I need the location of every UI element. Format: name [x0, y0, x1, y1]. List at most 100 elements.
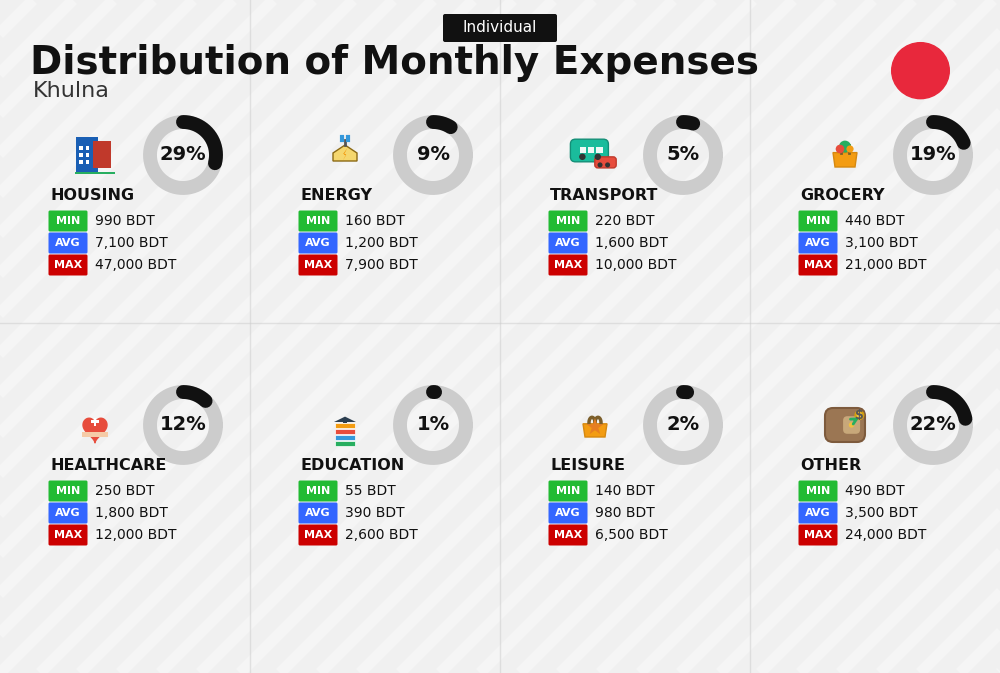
Circle shape	[849, 422, 854, 428]
Text: GROCERY: GROCERY	[800, 188, 885, 203]
Polygon shape	[83, 418, 107, 443]
FancyBboxPatch shape	[298, 503, 338, 524]
Polygon shape	[333, 145, 357, 161]
Text: 1,200 BDT: 1,200 BDT	[345, 236, 418, 250]
FancyBboxPatch shape	[798, 481, 838, 501]
Bar	[86, 153, 89, 157]
Bar	[343, 422, 347, 423]
Bar	[596, 147, 603, 153]
Bar	[82, 432, 108, 437]
Text: 250 BDT: 250 BDT	[95, 484, 154, 498]
Text: 3,500 BDT: 3,500 BDT	[845, 506, 918, 520]
Polygon shape	[833, 153, 857, 167]
FancyBboxPatch shape	[548, 254, 588, 275]
Text: 9%: 9%	[416, 145, 450, 164]
FancyBboxPatch shape	[548, 232, 588, 254]
Text: 6,500 BDT: 6,500 BDT	[595, 528, 668, 542]
Bar	[580, 147, 586, 153]
Text: 1,800 BDT: 1,800 BDT	[95, 506, 168, 520]
Text: ENERGY: ENERGY	[300, 188, 372, 203]
Text: 1,600 BDT: 1,600 BDT	[595, 236, 668, 250]
Circle shape	[892, 42, 949, 99]
Polygon shape	[343, 148, 347, 161]
Text: MAX: MAX	[554, 260, 582, 270]
Text: 2%: 2%	[666, 415, 700, 435]
FancyBboxPatch shape	[798, 211, 838, 232]
Circle shape	[579, 153, 586, 160]
Circle shape	[595, 153, 601, 160]
Text: 160 BDT: 160 BDT	[345, 214, 405, 228]
Text: AVG: AVG	[555, 508, 581, 518]
Text: 990 BDT: 990 BDT	[95, 214, 155, 228]
Text: TRANSPORT: TRANSPORT	[550, 188, 658, 203]
Text: MAX: MAX	[54, 530, 82, 540]
Text: EDUCATION: EDUCATION	[300, 458, 404, 472]
Text: 7,900 BDT: 7,900 BDT	[345, 258, 418, 272]
Circle shape	[839, 141, 851, 153]
FancyBboxPatch shape	[48, 481, 88, 501]
Text: 19%: 19%	[910, 145, 956, 164]
FancyBboxPatch shape	[548, 211, 588, 232]
Bar	[79, 153, 83, 157]
Text: 12%: 12%	[160, 415, 206, 435]
FancyBboxPatch shape	[548, 524, 588, 546]
Circle shape	[605, 162, 610, 168]
FancyBboxPatch shape	[298, 524, 338, 546]
Text: AVG: AVG	[805, 238, 831, 248]
Bar	[94, 419, 96, 426]
FancyBboxPatch shape	[548, 503, 588, 524]
Circle shape	[855, 411, 863, 419]
Text: 29%: 29%	[160, 145, 206, 164]
Text: MIN: MIN	[556, 486, 580, 496]
Text: MAX: MAX	[554, 530, 582, 540]
Text: HOUSING: HOUSING	[50, 188, 134, 203]
FancyBboxPatch shape	[48, 503, 88, 524]
FancyBboxPatch shape	[48, 254, 88, 275]
Text: 47,000 BDT: 47,000 BDT	[95, 258, 176, 272]
Text: HEALTHCARE: HEALTHCARE	[50, 458, 166, 472]
Text: 22%: 22%	[910, 415, 956, 435]
Text: AVG: AVG	[305, 508, 331, 518]
Text: 7,100 BDT: 7,100 BDT	[95, 236, 168, 250]
Text: 55 BDT: 55 BDT	[345, 484, 396, 498]
FancyBboxPatch shape	[298, 211, 338, 232]
Text: AVG: AVG	[305, 238, 331, 248]
Text: 5%: 5%	[666, 145, 700, 164]
Text: 12,000 BDT: 12,000 BDT	[95, 528, 176, 542]
Text: MIN: MIN	[806, 216, 830, 226]
Text: MIN: MIN	[56, 486, 80, 496]
Text: MAX: MAX	[304, 260, 332, 270]
Text: MAX: MAX	[804, 260, 832, 270]
Bar	[93, 141, 111, 168]
FancyBboxPatch shape	[548, 481, 588, 501]
Text: 1%: 1%	[416, 415, 450, 435]
Bar	[76, 137, 98, 173]
Text: MAX: MAX	[54, 260, 82, 270]
Bar	[86, 160, 89, 164]
Bar	[91, 420, 99, 423]
Circle shape	[598, 162, 603, 168]
Text: MIN: MIN	[306, 486, 330, 496]
Text: 980 BDT: 980 BDT	[595, 506, 655, 520]
FancyBboxPatch shape	[798, 232, 838, 254]
FancyBboxPatch shape	[825, 408, 865, 442]
Text: MIN: MIN	[806, 486, 830, 496]
FancyBboxPatch shape	[798, 524, 838, 546]
Text: MIN: MIN	[556, 216, 580, 226]
Text: AVG: AVG	[805, 508, 831, 518]
FancyBboxPatch shape	[48, 524, 88, 546]
Text: LEISURE: LEISURE	[550, 458, 625, 472]
Bar	[335, 435, 355, 440]
Bar	[79, 145, 83, 150]
Text: 10,000 BDT: 10,000 BDT	[595, 258, 676, 272]
Polygon shape	[583, 424, 607, 437]
Text: AVG: AVG	[55, 238, 81, 248]
Text: 2,600 BDT: 2,600 BDT	[345, 528, 418, 542]
Text: 220 BDT: 220 BDT	[595, 214, 654, 228]
Bar	[75, 172, 115, 174]
Bar	[588, 147, 594, 153]
Text: Khulna: Khulna	[33, 81, 110, 101]
Text: 390 BDT: 390 BDT	[345, 506, 405, 520]
Text: AVG: AVG	[55, 508, 81, 518]
Text: 490 BDT: 490 BDT	[845, 484, 905, 498]
